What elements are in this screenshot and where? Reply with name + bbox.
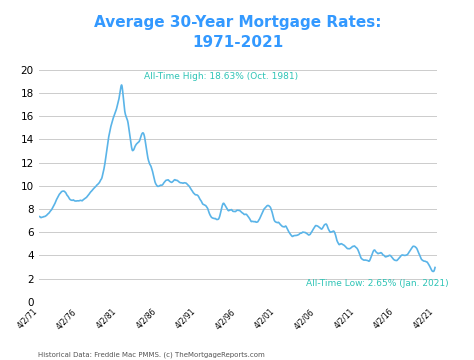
Title: Average 30-Year Mortgage Rates:
1971-2021: Average 30-Year Mortgage Rates: 1971-202… <box>94 15 382 50</box>
Text: All-Time Low: 2.65% (Jan. 2021): All-Time Low: 2.65% (Jan. 2021) <box>306 279 449 288</box>
Text: Historical Data: Freddie Mac PMMS. (c) TheMortgageReports.com: Historical Data: Freddie Mac PMMS. (c) T… <box>38 351 264 358</box>
Text: All-Time High: 18.63% (Oct. 1981): All-Time High: 18.63% (Oct. 1981) <box>144 72 298 81</box>
